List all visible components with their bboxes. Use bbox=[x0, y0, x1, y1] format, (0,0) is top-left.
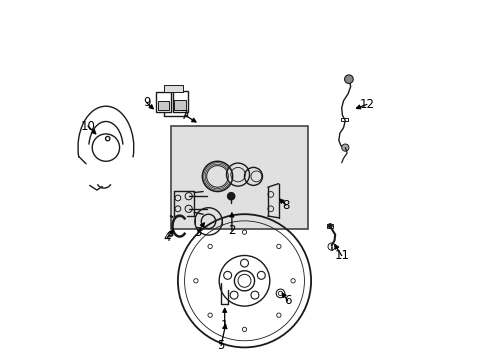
Bar bbox=[156, 92, 170, 112]
Text: 2: 2 bbox=[228, 224, 235, 237]
Text: 5: 5 bbox=[217, 339, 224, 352]
Bar bbox=[172, 91, 187, 112]
Bar bbox=[170, 126, 307, 229]
Text: 11: 11 bbox=[333, 249, 348, 262]
Text: 12: 12 bbox=[359, 98, 374, 111]
Bar bbox=[158, 101, 168, 110]
Circle shape bbox=[227, 193, 234, 200]
Circle shape bbox=[344, 75, 352, 84]
Text: 7: 7 bbox=[181, 109, 188, 122]
Text: 10: 10 bbox=[81, 120, 95, 132]
Bar bbox=[163, 85, 183, 92]
Text: 9: 9 bbox=[142, 96, 150, 109]
Text: 8: 8 bbox=[282, 199, 289, 212]
Bar bbox=[326, 224, 332, 228]
Text: 3: 3 bbox=[194, 226, 201, 239]
Text: 1: 1 bbox=[221, 319, 228, 332]
Circle shape bbox=[327, 224, 332, 228]
Circle shape bbox=[341, 144, 348, 151]
Text: 6: 6 bbox=[284, 294, 291, 307]
Bar bbox=[341, 118, 347, 121]
Bar bbox=[174, 100, 185, 110]
Text: 4: 4 bbox=[163, 231, 170, 244]
